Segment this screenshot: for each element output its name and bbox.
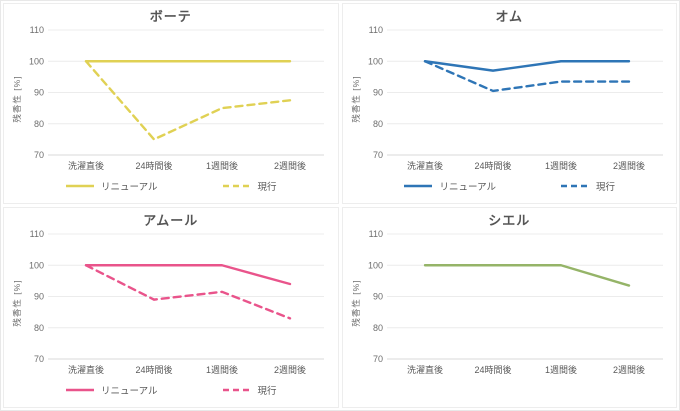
legend-item: 現行 [222, 179, 277, 193]
y-tick-label: 70 [372, 354, 382, 364]
chart-legend: リニューアル 現行 [343, 176, 677, 196]
y-tick-label: 70 [372, 150, 382, 160]
y-tick-label: 110 [30, 230, 44, 239]
y-tick-label: 110 [368, 26, 382, 35]
legend-item: 現行 [222, 383, 277, 397]
y-tick-label: 80 [372, 119, 382, 129]
x-category-label: 2週間後 [612, 364, 644, 375]
legend-label: 現行 [596, 182, 616, 193]
legend-item: リニューアル [403, 179, 496, 193]
line-chart: 110 100 90 80 70 洗濯直後 24時間後 1週間後 2週間後 [367, 26, 663, 171]
x-category-label: 洗濯直後 [68, 364, 104, 375]
y-tick-label: 110 [30, 26, 44, 35]
chart-title: シエル [488, 213, 531, 228]
legend-swatch-dashed [561, 184, 589, 188]
x-category-label: 24時間後 [474, 364, 511, 375]
legend-item: リニューアル [65, 179, 158, 193]
chart-panel-beaute: ボーテ 残香性 [%] 110 100 90 80 70 洗濯直後 24時間後 1週間後 2週間… [3, 3, 339, 204]
series-line-dashed [84, 264, 292, 320]
x-category-label: 2週間後 [612, 160, 644, 171]
legend-swatch-dashed [222, 388, 251, 392]
x-category-label: 2週間後 [274, 364, 306, 375]
series-line-solid [423, 60, 630, 72]
legend-label: 現行 [257, 386, 277, 397]
y-tick-label: 100 [367, 56, 382, 66]
y-tick-label: 70 [34, 354, 44, 364]
legend-item: 現行 [560, 179, 615, 193]
x-category-label: 洗濯直後 [68, 160, 104, 171]
y-tick-label: 110 [368, 230, 382, 239]
chart-title: ボーテ [149, 9, 192, 24]
y-tick-label: 90 [372, 292, 382, 302]
chart-title: オム [495, 9, 524, 24]
legend-label: リニューアル [439, 182, 496, 193]
x-category-label: 1週間後 [206, 160, 238, 171]
legend-swatch-dashed [222, 184, 251, 188]
x-category-label: 2週間後 [274, 160, 306, 171]
y-tick-label: 80 [372, 323, 382, 333]
y-tick-label: 80 [34, 323, 44, 333]
x-category-label: 1週間後 [206, 364, 238, 375]
legend-item: リニューアル [65, 383, 158, 397]
line-chart: 110 100 90 80 70 洗濯直後 24時間後 1週間後 2週間後 [29, 26, 324, 171]
legend-swatch-solid [65, 388, 94, 392]
legend-swatch-solid [404, 184, 433, 188]
y-tick-label: 100 [29, 56, 44, 66]
legend-label: リニューアル [100, 386, 158, 397]
series-line-dashed [84, 60, 292, 141]
y-tick-label: 70 [34, 150, 44, 160]
legend-swatch-solid [65, 184, 94, 188]
y-axis-label: 残香性 [%] [12, 75, 22, 123]
chart-legend: リニューアル 現行 [4, 176, 338, 196]
line-chart: 110 100 90 80 70 洗濯直後 24時間後 1週間後 2週間後 [29, 230, 324, 375]
y-tick-label: 80 [34, 119, 44, 129]
chart-title: アムール [143, 213, 199, 228]
series-line-dashed [423, 60, 630, 93]
y-tick-label: 90 [372, 88, 382, 98]
y-axis-label: 残香性 [%] [12, 279, 22, 327]
x-category-label: 1週間後 [544, 364, 576, 375]
x-category-label: 1週間後 [544, 160, 576, 171]
chart-panel-ciel: シエル 残香性 [%] 110 100 90 80 70 洗濯直後 24時間後 1週間後 2週間… [341, 207, 677, 408]
line-chart: 110 100 90 80 70 洗濯直後 24時間後 1週間後 2週間後 [367, 230, 663, 375]
y-tick-label: 90 [34, 88, 44, 98]
y-axis-label: 残香性 [%] [350, 75, 361, 123]
series-line-solid [84, 264, 292, 286]
x-category-label: 洗濯直後 [406, 364, 442, 375]
x-category-label: 洗濯直後 [406, 160, 442, 171]
chart-legend: リニューアル 現行 [4, 380, 338, 400]
y-tick-label: 100 [29, 260, 44, 270]
legend-label: リニューアル [100, 182, 158, 193]
chart-panel-homme: オム 残香性 [%] 110 100 90 80 70 洗濯直後 24時間後 1週間後 2週間後… [341, 3, 677, 204]
y-tick-label: 100 [367, 260, 382, 270]
x-category-label: 24時間後 [135, 364, 172, 375]
y-axis-label: 残香性 [%] [350, 279, 361, 327]
chart-panel-amour: アムール 残香性 [%] 110 100 90 80 70 洗濯直後 24時間後 1週間後 2週… [3, 207, 339, 408]
series-line-solid [423, 264, 630, 287]
legend-label: 現行 [257, 182, 277, 193]
x-category-label: 24時間後 [135, 160, 172, 171]
x-category-label: 24時間後 [474, 160, 511, 171]
y-tick-label: 90 [34, 292, 44, 302]
